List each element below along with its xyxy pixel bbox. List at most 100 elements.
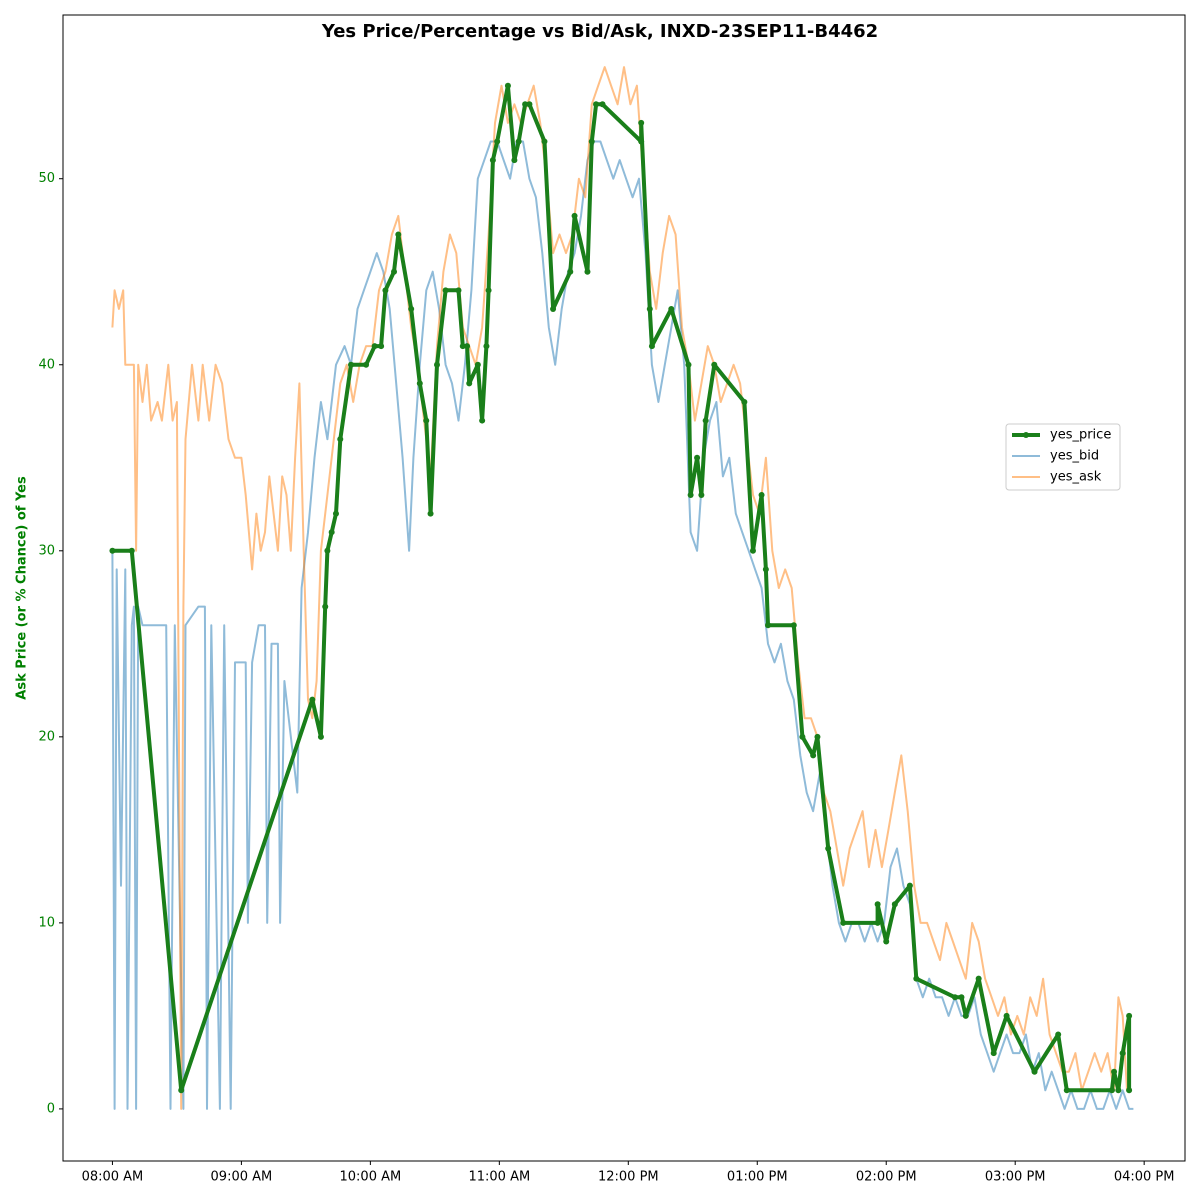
- point-marker: [541, 138, 548, 145]
- point-marker: [309, 696, 316, 703]
- y-tick-label: 0: [47, 1101, 55, 1116]
- point-marker: [128, 547, 135, 554]
- point-marker: [698, 491, 705, 498]
- point-marker: [567, 268, 574, 275]
- point-marker: [1111, 1068, 1118, 1075]
- point-marker: [522, 101, 529, 108]
- point-marker: [975, 975, 982, 982]
- point-marker: [109, 547, 116, 554]
- point-marker: [427, 510, 434, 517]
- x-tick-label: 03:00 PM: [985, 1170, 1046, 1185]
- point-marker: [348, 361, 355, 368]
- y-axis-label: Ask Price (or % Chance) of Yes: [15, 476, 30, 700]
- y-tick-label: 40: [38, 357, 55, 372]
- series-line: [111, 140, 1134, 1110]
- point-marker: [1031, 1068, 1038, 1075]
- point-marker: [638, 119, 645, 126]
- point-marker: [584, 268, 591, 275]
- point-marker: [382, 287, 389, 294]
- point-marker: [391, 268, 398, 275]
- point-marker: [455, 287, 462, 294]
- point-marker: [504, 82, 511, 89]
- plot-frame: [62, 14, 1186, 1162]
- point-marker: [489, 157, 496, 164]
- point-marker: [891, 901, 898, 908]
- point-marker: [464, 343, 471, 350]
- point-marker: [337, 436, 344, 443]
- point-marker: [883, 938, 890, 945]
- point-marker: [874, 919, 881, 926]
- plot-area: [109, 66, 1134, 1110]
- point-marker: [874, 901, 881, 908]
- point-marker: [466, 380, 473, 387]
- point-marker: [687, 491, 694, 498]
- point-marker: [1119, 1050, 1126, 1057]
- point-marker: [322, 603, 329, 610]
- point-marker: [511, 157, 518, 164]
- point-marker: [178, 1087, 185, 1094]
- point-marker: [1108, 1087, 1115, 1094]
- point-marker: [1003, 1012, 1010, 1019]
- point-marker: [758, 491, 765, 498]
- x-tick-label: 09:00 AM: [211, 1170, 273, 1185]
- y-tick-label: 10: [38, 915, 55, 930]
- point-marker: [416, 380, 423, 387]
- point-marker: [485, 287, 492, 294]
- point-marker: [459, 343, 466, 350]
- point-marker: [646, 305, 653, 312]
- point-marker: [711, 361, 718, 368]
- point-marker: [479, 417, 486, 424]
- point-marker: [593, 101, 600, 108]
- x-tick-label: 02:00 PM: [856, 1170, 917, 1185]
- point-marker: [332, 510, 339, 517]
- point-marker: [648, 343, 655, 350]
- point-marker: [790, 622, 797, 629]
- point-marker: [474, 361, 481, 368]
- point-marker: [913, 975, 920, 982]
- point-marker: [423, 417, 430, 424]
- point-marker: [395, 231, 402, 238]
- point-marker: [799, 733, 806, 740]
- point-marker: [762, 566, 769, 573]
- point-marker: [408, 305, 415, 312]
- legend-label: yes_ask: [1050, 470, 1102, 485]
- y-tick-label: 30: [38, 543, 55, 558]
- legend-box: [1005, 423, 1121, 491]
- chart-title: Yes Price/Percentage vs Bid/Ask, INXD-23…: [321, 21, 878, 42]
- point-marker: [749, 547, 756, 554]
- point-marker: [378, 343, 385, 350]
- point-marker: [1126, 1012, 1133, 1019]
- point-marker: [317, 733, 324, 740]
- point-marker: [638, 138, 645, 145]
- point-marker: [765, 622, 772, 629]
- point-marker: [324, 547, 331, 554]
- point-marker: [1063, 1087, 1070, 1094]
- x-tick-label: 12:00 PM: [598, 1170, 659, 1185]
- y-tick-label: 20: [38, 729, 55, 744]
- point-marker: [588, 138, 595, 145]
- point-marker: [1055, 1031, 1062, 1038]
- point-marker: [328, 529, 335, 536]
- y-tick-label: 50: [38, 171, 55, 186]
- point-marker: [526, 101, 533, 108]
- point-marker: [990, 1050, 997, 1057]
- point-marker: [550, 305, 557, 312]
- point-marker: [668, 305, 675, 312]
- series-line: [111, 66, 1132, 1110]
- legend: yes_price yes_bid yes_ask: [1005, 423, 1121, 491]
- point-marker: [694, 454, 701, 461]
- point-marker: [1126, 1087, 1133, 1094]
- point-marker: [363, 361, 370, 368]
- legend-label: yes_price: [1050, 428, 1111, 443]
- legend-label: yes_bid: [1050, 449, 1099, 464]
- point-marker: [1115, 1087, 1122, 1094]
- x-tick-label: 11:00 AM: [468, 1170, 530, 1185]
- x-tick-label: 01:00 PM: [727, 1170, 788, 1185]
- point-marker: [483, 343, 490, 350]
- point-marker: [741, 398, 748, 405]
- point-marker: [599, 101, 606, 108]
- point-marker: [494, 138, 501, 145]
- point-marker: [685, 361, 692, 368]
